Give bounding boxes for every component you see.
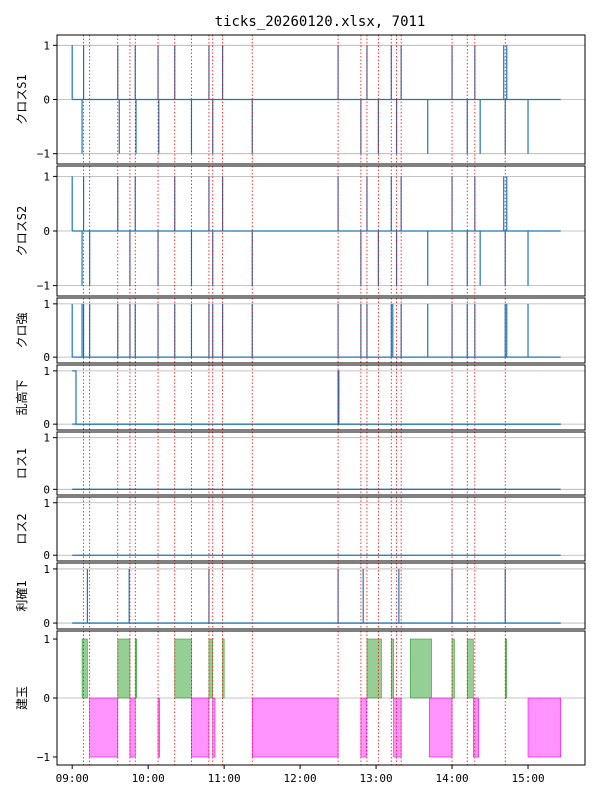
x-tick-label: 09:00 — [56, 772, 89, 785]
x-tick-label: 15:00 — [511, 772, 544, 785]
panel-position: −1 0 1 建玉 — [15, 630, 586, 766]
long-position-area — [409, 638, 432, 699]
x-tick-label: 14:00 — [435, 772, 468, 785]
panel-cross-strength: 0 1 クロ強 — [15, 297, 586, 364]
x-axis: 09:00 10:00 11:00 12:00 13:00 14:00 15:00 — [56, 765, 545, 785]
y-tick-label: −1 — [37, 148, 50, 161]
y-axis-label: 乱高下 — [14, 379, 29, 415]
panel-sudden-drop: 0 1 乱高下 — [14, 364, 586, 431]
y-tick-label: 0 — [43, 617, 50, 630]
y-tick-label: 1 — [43, 170, 50, 183]
panel-loss-2: 0 1 ロス2 — [15, 496, 586, 562]
y-axis-label: クロスS1 — [15, 74, 29, 124]
y-tick-label: 1 — [43, 298, 50, 311]
panel-frame — [56, 431, 586, 496]
long-position-area — [504, 638, 508, 699]
y-tick-label: 0 — [43, 483, 50, 496]
x-tick-label: 10:00 — [132, 772, 165, 785]
y-tick-label: −1 — [37, 280, 50, 293]
x-tick-label: 12:00 — [284, 772, 317, 785]
y-tick-label: −1 — [37, 751, 50, 764]
y-tick-label: 1 — [43, 497, 50, 510]
long-position-area — [208, 638, 214, 699]
panel-frame — [56, 364, 586, 431]
panel-frame — [56, 562, 586, 630]
long-position-area — [81, 638, 88, 699]
short-position-area — [360, 697, 367, 758]
y-axis-label: 建玉 — [15, 686, 29, 710]
panel-frame — [56, 297, 586, 364]
short-position-area — [251, 697, 339, 758]
chart-title: ticks_20260120.xlsx, 7011 — [215, 14, 426, 30]
y-axis-label: ロス2 — [15, 513, 29, 544]
x-tick-label: 13:00 — [360, 772, 393, 785]
y-tick-label: 0 — [43, 225, 50, 238]
y-tick-label: 1 — [43, 365, 50, 378]
y-tick-label: 0 — [43, 692, 50, 705]
y-tick-label: 1 — [43, 633, 50, 646]
long-position-area — [134, 638, 138, 699]
long-position-area — [117, 638, 131, 699]
panel-loss-1: 0 1 ロス1 — [15, 431, 586, 496]
short-position-area — [473, 697, 479, 758]
panels: −101クロスS1−101クロスS201クロ強01乱高下01ロス101ロス201… — [14, 34, 586, 766]
long-position-area — [222, 638, 225, 699]
y-axis-label: ロス1 — [15, 448, 29, 479]
short-position-area — [157, 697, 160, 758]
short-position-area — [89, 697, 119, 758]
short-position-area — [428, 697, 453, 758]
y-tick-label: 0 — [43, 94, 50, 107]
panel-cross-s2: −1 0 1 クロスS2 — [15, 165, 586, 297]
panel-cross-s1: −1 0 1 クロスS1 — [15, 34, 586, 165]
short-position-area — [527, 697, 561, 758]
short-position-area — [212, 697, 216, 758]
y-tick-label: 1 — [43, 563, 50, 576]
x-tick-label: 11:00 — [208, 772, 241, 785]
short-position-area — [393, 697, 402, 758]
short-position-area — [191, 697, 210, 758]
y-axis-label: クロスS2 — [15, 206, 29, 256]
y-axis-label: クロ強 — [15, 312, 29, 348]
y-tick-label: 1 — [43, 39, 50, 52]
y-tick-label: 1 — [43, 432, 50, 445]
long-position-area — [451, 638, 455, 699]
y-tick-label: 0 — [43, 351, 50, 364]
long-position-area — [174, 638, 192, 699]
panel-frame — [56, 496, 586, 562]
long-position-area — [466, 638, 474, 699]
y-axis-label: 利確1 — [14, 580, 29, 611]
y-tick-label: 0 — [43, 549, 50, 562]
long-position-area — [390, 638, 394, 699]
panel-profit-1: 0 1 利確1 — [14, 562, 586, 630]
long-position-area — [366, 638, 382, 699]
short-position-area — [129, 697, 136, 758]
y-tick-label: 0 — [43, 418, 50, 431]
